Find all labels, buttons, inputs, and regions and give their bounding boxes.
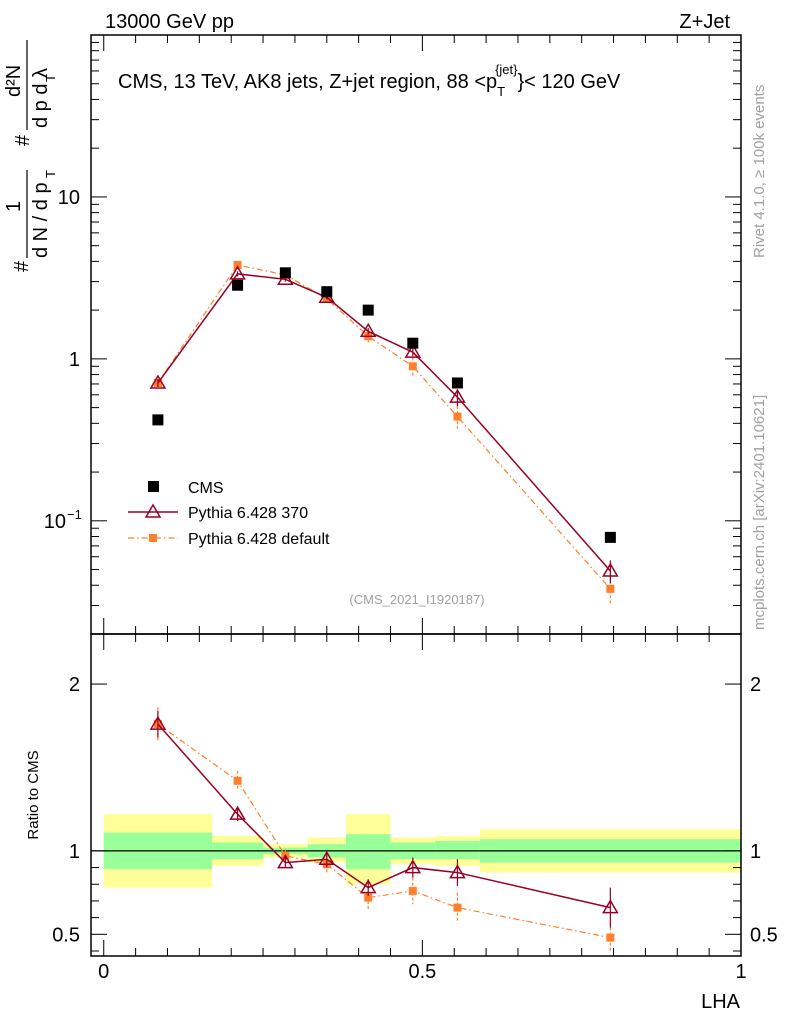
- ratio-pythia370-point: [149, 715, 167, 730]
- main-pythia370-point: [229, 265, 246, 280]
- ratio-y-tick-label-right-0: 0.5: [750, 924, 778, 946]
- plot-title-superscript: {jet}: [495, 62, 518, 77]
- main-cms-point: [232, 279, 244, 291]
- ratio-band-inner-4: [345, 834, 391, 870]
- main-pythia370-point: [449, 388, 466, 403]
- legend-cms-label: CMS: [188, 480, 224, 497]
- header-process-label: Z+Jet: [679, 11, 730, 33]
- ratio-y-axis-label: Ratio to CMS: [25, 750, 42, 839]
- ratio-pythia370-point: [602, 899, 619, 914]
- main-pythia370-point: [359, 322, 377, 338]
- legend: CMS Pythia 6.428 370 Pythia 6.428 defaul…: [128, 480, 330, 548]
- y-label-hash-1: #: [11, 260, 33, 272]
- ratio-y-tick-label-left-1: 1: [69, 841, 80, 863]
- ratio-pythia-default-point: [233, 776, 242, 785]
- ratio-y-tick-label-left-2: 2: [69, 674, 80, 696]
- main-y-tick-label-exp-0: −1: [67, 507, 82, 522]
- ratio-pythia370-point: [359, 879, 377, 894]
- analysis-id-label: (CMS_2021_I1920187): [349, 592, 484, 607]
- ratio-pythia-default-point: [453, 903, 462, 912]
- x-axis-label: LHA: [701, 991, 741, 1013]
- y-label-dN-dpT: d N / d p: [30, 182, 52, 258]
- ratio-pythia370-line: [157, 723, 611, 909]
- main-cms-point: [279, 267, 291, 279]
- ratio-y-tick-label-right-1: 1: [750, 841, 761, 863]
- main-cms-point: [321, 286, 333, 298]
- plot-title-subscript: T: [497, 84, 505, 99]
- y-label-hash-2: #: [12, 134, 34, 146]
- y-label-T-1: T: [43, 170, 58, 178]
- ratio-plot-frame: [90, 633, 742, 957]
- ratio-pythia-default-line: [157, 723, 611, 939]
- x-tick-label-1: 0.5: [408, 961, 436, 983]
- main-pythia370-point: [404, 343, 422, 358]
- main-cms-point: [451, 377, 463, 389]
- ratio-pythia370-point: [318, 850, 336, 865]
- legend-pythia-default-marker: [149, 534, 157, 542]
- main-y-tick-label-1: 1: [69, 349, 80, 371]
- header-collision-label: 13000 GeV pp: [105, 11, 234, 33]
- main-y-axis-label: # 1 d N / d p T # d²N d p d λ T: [3, 40, 58, 272]
- ratio-pythia370-point: [277, 854, 294, 869]
- main-cms-point: [152, 414, 164, 426]
- main-cms-point: [362, 304, 374, 316]
- main-y-tick-label-2: 10: [58, 187, 80, 209]
- ratio-y-tick-label-left-0: 0.5: [52, 924, 80, 946]
- main-y-tick-label-0: 10: [44, 511, 66, 533]
- ratio-y-tick-label-right-2: 2: [750, 674, 761, 696]
- ratio-pythia-default-point: [606, 933, 615, 942]
- rivet-version-label: Rivet 4.1.0, ≥ 100k events: [751, 85, 768, 258]
- main-pythia-default-line: [157, 264, 611, 590]
- y-label-dpT-dlambda: d p d λ: [30, 68, 52, 128]
- main-pythia370-point: [602, 562, 619, 577]
- mcplots-label: mcplots.cern.ch [arXiv:2401.10621]: [751, 395, 768, 630]
- ratio-pythia370-point: [449, 864, 466, 879]
- ratio-band-inner-6: [435, 840, 480, 860]
- plot-title: CMS, 13 TeV, AK8 jets, Z+jet region, 88 …: [118, 62, 621, 99]
- main-pythia-default-point: [453, 412, 462, 421]
- y-label-d2N: d²N: [3, 65, 25, 97]
- main-pythia370-line: [157, 273, 611, 572]
- main-pythia370-point: [149, 374, 167, 389]
- y-label-one: 1: [3, 201, 25, 212]
- x-tick-label-0: 0: [98, 961, 109, 983]
- main-cms-point: [407, 337, 419, 349]
- legend-pythia370-marker: [144, 503, 162, 518]
- ratio-pythia-default-point: [408, 886, 417, 895]
- ratio-pythia-default-point: [364, 893, 373, 902]
- x-tick-label-2: 1: [735, 961, 746, 983]
- y-label-T-2: T: [43, 74, 58, 82]
- main-pythia-default-point: [606, 584, 615, 593]
- main-pythia-default-point: [233, 260, 242, 269]
- main-pythia-default-point: [408, 362, 417, 371]
- legend-pythia370-label: Pythia 6.428 370: [188, 505, 308, 522]
- main-cms-point: [604, 531, 616, 543]
- legend-pythia-default-label: Pythia 6.428 default: [188, 531, 330, 548]
- legend-cms-marker: [148, 481, 159, 492]
- ratio-pythia370-point: [404, 859, 422, 874]
- ratio-pythia370-point: [229, 805, 246, 820]
